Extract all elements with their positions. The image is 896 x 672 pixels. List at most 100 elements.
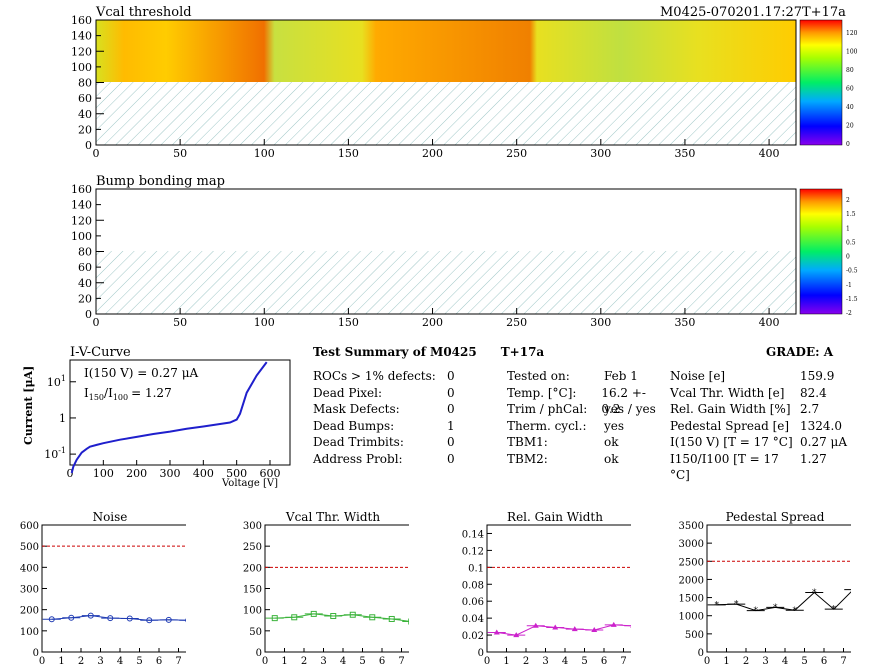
y-tick-label: 0.02	[462, 631, 484, 642]
plot-title: Pedestal Spread	[726, 510, 825, 524]
palette-tick-label: 100	[846, 49, 858, 56]
x-tick-label: 1	[723, 656, 729, 667]
y-tick-label: 40	[78, 108, 92, 121]
iv-x-tick-label: 200	[126, 467, 147, 480]
y-tick-label: 3500	[679, 521, 704, 532]
data-point	[493, 629, 500, 635]
summary-row: Mask Defects: 0	[313, 401, 463, 418]
y-tick-label: 300	[243, 521, 262, 532]
summary-row-value: ok	[604, 451, 619, 466]
module-id-label: M0425-070201.17:27T+17a	[660, 5, 846, 20]
summary-row-value: 0	[447, 385, 455, 400]
y-tick-label: 0.06	[462, 597, 484, 608]
data-point	[310, 610, 317, 617]
bump-hatched-area	[96, 251, 796, 314]
data-point	[571, 626, 578, 632]
summary-results: Noise [e] 159.9 Vcal Thr. Width [e] 82.4 Rel…	[670, 368, 860, 482]
data-point	[107, 615, 114, 622]
summary-row-value: 82.4	[800, 385, 827, 400]
x-tick-label: 3	[762, 656, 768, 667]
summary-row-label: I150/I100 [T = 17 °C]	[670, 451, 779, 482]
bump-map-area	[96, 189, 796, 251]
x-tick-label: 5	[136, 656, 142, 667]
y-tick-label: 80	[78, 246, 92, 259]
y-tick-label: 50	[249, 627, 262, 638]
y-tick-label: 120	[71, 214, 92, 227]
summary-row: I150/I100 [T = 17 °C] 1.27	[670, 451, 860, 482]
x-tick-label: 350	[674, 316, 695, 329]
iv-y-tick-label: 101	[47, 374, 66, 389]
x-tick-label: 250	[506, 147, 527, 160]
y-tick-label: 2000	[679, 575, 704, 586]
x-tick-label: 2	[301, 656, 307, 667]
x-tick-label: 1	[58, 656, 64, 667]
data-point	[388, 615, 395, 622]
y-tick-label: 150	[243, 585, 262, 596]
summary-row: Temp. [°C]: 16.2 +- 0.2	[507, 385, 667, 416]
iv-chart: 0 100 200 300 400 500 600 10-1 1 101 I(150 V) = 0…	[22, 359, 291, 489]
palette-tick-label: 0	[846, 141, 850, 148]
palette-tick-label: 1.5	[846, 211, 856, 218]
y-tick-label: 0	[256, 648, 262, 659]
x-tick-label: 2	[523, 656, 529, 667]
x-tick-label: 150	[338, 316, 359, 329]
summary-row-value: 1.27	[800, 451, 827, 466]
data-point	[165, 616, 172, 623]
palette-tick-label: 2	[846, 197, 850, 204]
summary-row: Address Probl: 0	[313, 451, 463, 468]
x-tick-label: 0	[39, 656, 45, 667]
y-tick-label: 1500	[679, 594, 704, 605]
data-point	[610, 621, 617, 627]
data-point: *	[793, 606, 798, 616]
summary-row-label: Mask Defects:	[313, 402, 400, 416]
x-tick-label: 5	[581, 656, 587, 667]
x-tick-label: 3	[542, 656, 548, 667]
summary-row: Pedestal Spread [e] 1324.0	[670, 418, 860, 435]
iv-xlabel: Voltage [V]	[221, 478, 278, 489]
summary-row-value: 1324.0	[800, 418, 842, 433]
summary-row-value: 2.7	[800, 402, 820, 416]
y-tick-label: 250	[243, 542, 262, 553]
x-tick-label: 7	[840, 656, 846, 667]
summary-row: I(150 V) [T = 17 °C] 0.27 μA	[670, 434, 860, 451]
data-point	[126, 615, 133, 622]
x-tick-label: 6	[379, 656, 385, 667]
summary-row-value: 0	[447, 435, 455, 449]
summary-row-label: Therm. cycl.:	[507, 418, 587, 433]
x-tick-label: 300	[590, 147, 611, 160]
summary-row-label: I(150 V) [T = 17 °C]	[670, 435, 793, 449]
y-tick-label: 0.14	[462, 529, 484, 540]
palette-tick-label: 20	[846, 123, 854, 130]
data-point	[330, 613, 337, 620]
summary-row-label: Rel. Gain Width [%]	[670, 402, 791, 416]
summary-row: Trim / phCal: yes / yes	[507, 401, 667, 418]
data-point	[513, 632, 520, 638]
summary-row-value: yes / yes	[604, 402, 656, 416]
y-tick-label: 0.12	[462, 546, 484, 557]
palette-tick-label: 60	[846, 86, 854, 93]
summary-row-label: Dead Pixel:	[313, 385, 383, 400]
summary-row: Therm. cycl.: yes	[507, 418, 667, 435]
x-tick-label: 250	[506, 316, 527, 329]
x-tick-label: 7	[398, 656, 404, 667]
summary-row-label: Vcal Thr. Width [e]	[670, 385, 785, 400]
summary-row: Tested on: Feb 1	[507, 368, 667, 385]
summary-row: TBM1: ok	[507, 434, 667, 451]
data-point: *	[773, 603, 778, 613]
summary-row-label: Dead Bumps:	[313, 418, 395, 433]
y-tick-label: 0.04	[462, 614, 484, 625]
data-point: *	[832, 605, 837, 615]
vcal-palette	[799, 19, 843, 146]
x-tick-label: 5	[359, 656, 365, 667]
y-tick-label: 100	[71, 230, 92, 243]
data-point	[271, 615, 278, 622]
x-tick-label: 4	[340, 656, 346, 667]
summary-row-value: ok	[604, 435, 619, 449]
x-tick-label: 3	[97, 656, 103, 667]
y-tick-label: 100	[71, 61, 92, 74]
x-tick-label: 6	[821, 656, 827, 667]
y-tick-label: 0	[85, 308, 92, 321]
summary-row-label: Address Probl:	[313, 451, 403, 466]
x-tick-label: 0	[262, 656, 268, 667]
